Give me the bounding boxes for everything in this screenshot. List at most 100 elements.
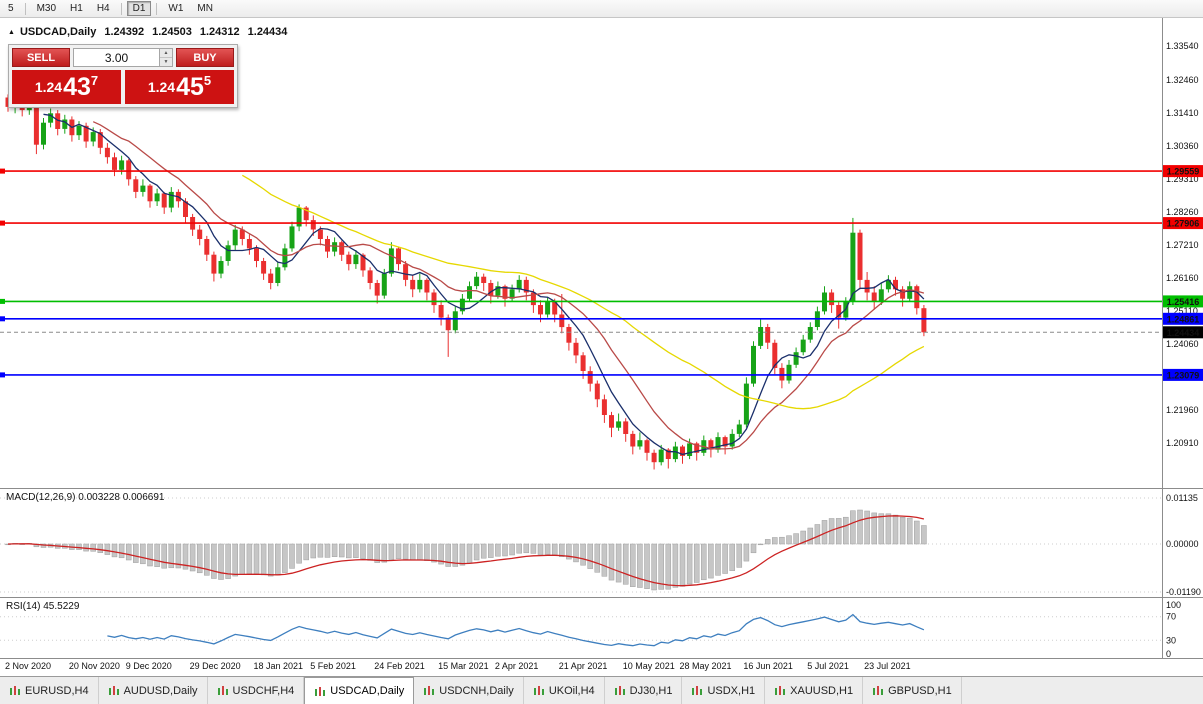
- mini-chart-icon: [108, 686, 119, 695]
- svg-text:16 Jun 2021: 16 Jun 2021: [743, 661, 793, 671]
- svg-text:0.01135: 0.01135: [1166, 493, 1198, 503]
- svg-text:1.20910: 1.20910: [1166, 438, 1199, 448]
- svg-text:24 Feb 2021: 24 Feb 2021: [374, 661, 425, 671]
- svg-text:23 Jul 2021: 23 Jul 2021: [864, 661, 911, 671]
- svg-text:0: 0: [1166, 649, 1171, 659]
- svg-text:1.25110: 1.25110: [1166, 306, 1198, 316]
- timeframe-button-w1[interactable]: W1: [162, 1, 189, 16]
- tab-label: USDCAD,Daily: [330, 685, 405, 697]
- svg-text:1.26160: 1.26160: [1166, 273, 1199, 283]
- timeframe-button-h1[interactable]: H1: [64, 1, 89, 16]
- sell-price-big: 1.24: [34, 79, 63, 95]
- svg-text:21 Apr 2021: 21 Apr 2021: [559, 661, 608, 671]
- chart-tab-xauusd-h1[interactable]: XAUUSD,H1: [765, 677, 864, 704]
- candles-layer: [5, 94, 927, 470]
- chart-tab-usdcnh-daily[interactable]: USDCNH,Daily: [414, 677, 524, 704]
- tab-label: USDCNH,Daily: [439, 684, 514, 697]
- svg-text:1.30360: 1.30360: [1166, 141, 1199, 151]
- volume-decrease-button[interactable]: ▼: [160, 58, 172, 66]
- svg-text:10 May 2021: 10 May 2021: [623, 661, 675, 671]
- volume-field[interactable]: 3.00 ▲ ▼: [73, 48, 173, 67]
- high-value: 1.24503: [152, 26, 192, 38]
- svg-text:30: 30: [1166, 635, 1176, 645]
- tab-label: DJ30,H1: [629, 684, 673, 697]
- toolbar-separator: [120, 2, 122, 15]
- timeframe-button-d1[interactable]: D1: [126, 1, 152, 16]
- buy-button[interactable]: BUY: [176, 48, 234, 67]
- svg-text:18 Jan 2021: 18 Jan 2021: [254, 661, 304, 671]
- svg-text:5 Jul 2021: 5 Jul 2021: [807, 661, 849, 671]
- mini-chart-icon: [315, 686, 326, 696]
- chart-tab-usdcad-daily[interactable]: USDCAD,Daily: [304, 677, 415, 704]
- pane-separators: [0, 18, 1203, 659]
- price-axis[interactable]: 1.33540 1.32460 1.31410 1.30360 1.29310 1.282…: [1166, 41, 1199, 448]
- chart-tab-audusd-daily[interactable]: AUDUSD,Daily: [99, 677, 208, 704]
- svg-text:2 Nov 2020: 2 Nov 2020: [5, 661, 51, 671]
- open-value: 1.24392: [104, 26, 145, 38]
- timeframe-button-m30[interactable]: M30: [31, 1, 62, 16]
- moving-averages: [43, 113, 925, 456]
- date-axis[interactable]: 2 Nov 2020 20 Nov 2020 9 Dec 2020 29 Dec 20…: [5, 661, 911, 671]
- svg-text:1.32460: 1.32460: [1166, 75, 1199, 85]
- symbol-label: USDCAD,Daily: [19, 26, 97, 38]
- svg-text:1.24060: 1.24060: [1166, 339, 1199, 349]
- tab-label: EURUSD,H4: [25, 684, 89, 697]
- chart-tabs: EURUSD,H4 AUDUSD,Daily USDCHF,H4 USDCAD,…: [0, 676, 1203, 704]
- chart-tab-dj30-h1[interactable]: DJ30,H1: [605, 677, 683, 704]
- timeframe-button-h4[interactable]: H4: [91, 1, 116, 16]
- chart-tab-ukoil-h4[interactable]: UKOil,H4: [524, 677, 605, 704]
- buy-price[interactable]: 1.24 45 5: [125, 70, 234, 104]
- one-click-trading-panel: SELL 3.00 ▲ ▼ BUY 1.24 43 7 1.24 45 5: [8, 44, 238, 108]
- svg-text:1.29559: 1.29559: [1167, 167, 1200, 177]
- chart-ohlc-header: ▲ USDCAD,Daily 1.24392 1.24503 1.24312 1…: [8, 26, 287, 38]
- buy-price-pips: 45: [176, 72, 204, 101]
- buy-price-sup: 5: [203, 73, 212, 88]
- buy-price-big: 1.24: [147, 79, 176, 95]
- mini-chart-icon: [692, 686, 703, 695]
- chart-tab-usdchf-h4[interactable]: USDCHF,H4: [208, 677, 305, 704]
- timeframe-toolbar: 5 M30 H1 H4 D1 W1 MN: [0, 0, 1203, 18]
- timeframe-button-mn[interactable]: MN: [191, 1, 219, 16]
- svg-text:20 Nov 2020: 20 Nov 2020: [69, 661, 120, 671]
- volume-value[interactable]: 3.00: [104, 50, 129, 65]
- sell-price[interactable]: 1.24 43 7: [12, 70, 121, 104]
- price-chart[interactable]: 1.33540 1.32460 1.31410 1.30360 1.29310 1.282…: [0, 18, 1203, 676]
- rsi-pane: 100 70 30 0: [0, 600, 1181, 659]
- tab-label: USDCHF,H4: [232, 684, 295, 697]
- horizontal-lines[interactable]: [0, 168, 1162, 378]
- svg-text:28 May 2021: 28 May 2021: [680, 661, 732, 671]
- chart-tab-eurusd-h4[interactable]: EURUSD,H4: [0, 677, 99, 704]
- macd-indicator-label: MACD(12,26,9) 0.003228 0.006691: [6, 492, 165, 503]
- mini-chart-icon: [873, 686, 884, 695]
- chart-tab-gbpusd-h1[interactable]: GBPUSD,H1: [863, 677, 962, 704]
- macd-histogram: [5, 509, 927, 591]
- collapse-panel-icon[interactable]: ▲: [8, 28, 15, 36]
- svg-text:2 Apr 2021: 2 Apr 2021: [495, 661, 539, 671]
- tab-label: UKOil,H4: [548, 684, 595, 697]
- volume-spinner: ▲ ▼: [159, 49, 172, 66]
- price-labels: 1.29559 1.27906 1.25416 1.24861 1.23079 1.244…: [1163, 165, 1203, 381]
- svg-text:1.24861: 1.24861: [1167, 314, 1200, 324]
- toolbar-separator: [24, 2, 26, 15]
- chart-tab-usdx-h1[interactable]: USDX,H1: [682, 677, 766, 704]
- mini-chart-icon: [775, 686, 786, 695]
- svg-text:5 Feb 2021: 5 Feb 2021: [310, 661, 356, 671]
- low-value: 1.24312: [199, 26, 240, 38]
- svg-text:1.31410: 1.31410: [1166, 108, 1199, 118]
- rsi-indicator-label: RSI(14) 45.5229: [6, 601, 80, 612]
- svg-text:1.23079: 1.23079: [1167, 370, 1200, 380]
- sell-button[interactable]: SELL: [12, 48, 70, 67]
- tab-label: XAUUSD,H1: [790, 684, 854, 697]
- tab-label: USDX,H1: [707, 684, 756, 697]
- mini-chart-icon: [533, 686, 544, 695]
- tab-label: GBPUSD,H1: [888, 684, 952, 697]
- svg-text:9 Dec 2020: 9 Dec 2020: [126, 661, 172, 671]
- svg-text:1.28260: 1.28260: [1166, 207, 1199, 217]
- tab-label: AUDUSD,Daily: [123, 684, 198, 697]
- svg-text:100: 100: [1166, 600, 1181, 610]
- chart-area: 1.33540 1.32460 1.31410 1.30360 1.29310 1.282…: [0, 18, 1203, 676]
- timeframe-button-m5[interactable]: 5: [2, 1, 20, 16]
- svg-text:-0.01190: -0.01190: [1166, 587, 1201, 597]
- svg-text:1.21960: 1.21960: [1166, 405, 1199, 415]
- volume-increase-button[interactable]: ▲: [160, 49, 172, 58]
